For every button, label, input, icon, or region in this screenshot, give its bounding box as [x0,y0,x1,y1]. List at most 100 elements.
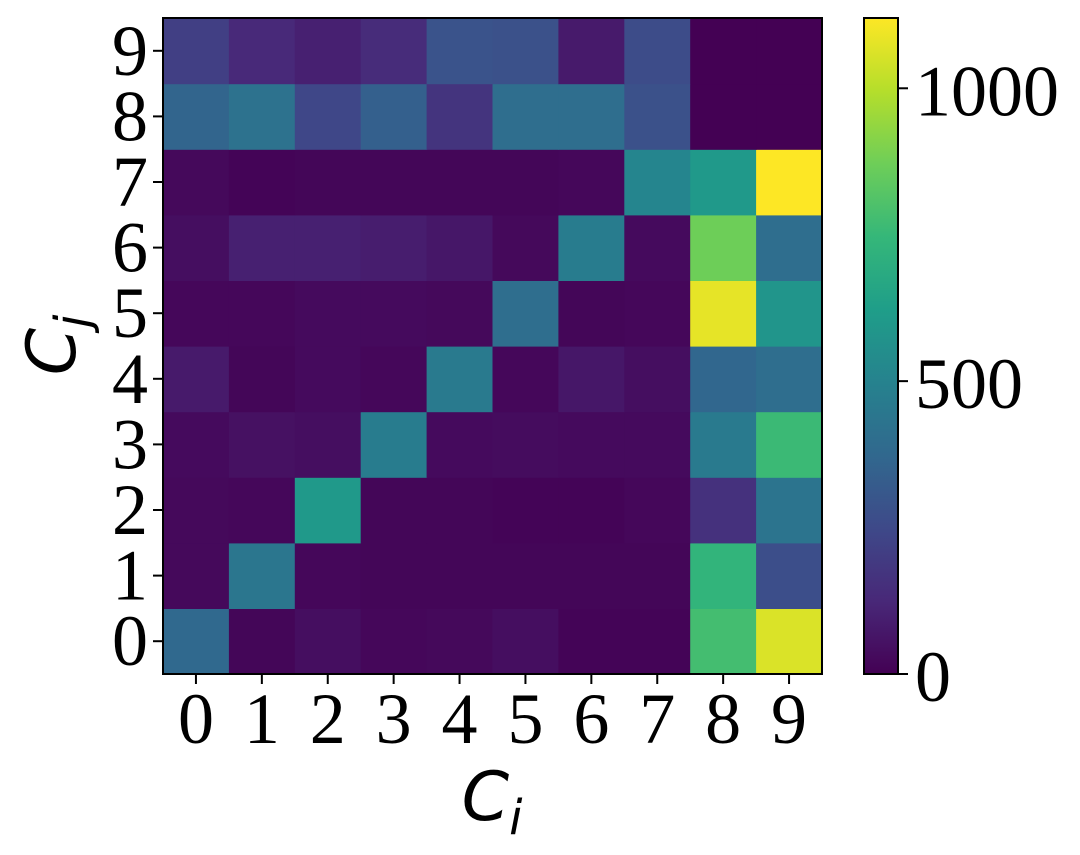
y-axis-label: Cj [13,314,101,375]
heatmap-cell-r7-c2 [294,149,362,216]
heatmap-cell-r5-c0 [163,280,230,347]
x-tick-label: 6 [573,679,609,759]
heatmap-cell-r3-c3 [360,411,428,478]
heatmap-cell-r4-c7 [624,346,691,413]
heatmap-cell-r9-c4 [426,18,494,85]
heatmap-cell-r4-c3 [360,346,428,413]
y-tick-label: 2 [112,470,148,550]
heatmap-cell-r5-c4 [426,280,494,347]
heatmap-cell-r5-c1 [228,280,296,347]
x-tick-label: 0 [178,679,214,759]
heatmap-cell-r6-c2 [294,214,362,281]
heatmap-cell-r1-c2 [294,542,362,609]
heatmap-cell-r1-c5 [492,542,559,609]
colorbar-tick-label: 0 [915,637,951,717]
x-tick-label: 1 [244,679,280,759]
heatmap-cell-r9-c0 [163,18,230,85]
y-tick-label: 5 [112,273,148,353]
x-tick-label: 4 [442,679,478,759]
heatmap-cell-r3-c6 [558,411,625,478]
heatmap-cell-r2-c7 [624,477,691,544]
heatmap-cell-r3-c8 [690,411,757,478]
heatmap-cell-r3-c0 [163,411,230,478]
heatmap-cell-r7-c0 [163,149,230,216]
heatmap-cell-r2-c5 [492,477,559,544]
x-tick-label: 7 [639,679,675,759]
heatmap-cells [163,18,823,675]
colorbar [863,17,899,675]
heatmap-cell-r4-c6 [558,346,625,413]
heatmap-cell-r7-c7 [624,149,691,216]
y-tick-label: 4 [112,339,148,419]
heatmap-cell-r5-c8 [690,280,757,347]
heatmap-cell-r0-c3 [360,608,428,675]
heatmap-cell-r9-c6 [558,18,625,85]
heatmap-cell-r8-c0 [163,83,230,150]
heatmap-cell-r3-c1 [228,411,296,478]
heatmap-cell-r8-c7 [624,83,691,150]
heatmap-cell-r0-c6 [558,608,625,675]
heatmap-cell-r9-c8 [690,18,757,85]
heatmap-cell-r0-c1 [228,608,296,675]
heatmap-cell-r6-c3 [360,214,428,281]
heatmap-cell-r5-c5 [492,280,559,347]
y-axis-label-main: C [13,327,92,375]
heatmap-cell-r4-c9 [756,346,823,413]
heatmap-cell-r7-c5 [492,149,559,216]
heatmap-cell-r1-c3 [360,542,428,609]
heatmap-cell-r9-c5 [492,18,559,85]
y-tick-label: 9 [112,11,148,91]
y-tick-label: 1 [112,536,148,616]
heatmap-cell-r8-c9 [756,83,823,150]
heatmap-cell-r1-c1 [228,542,296,609]
heatmap-cell-r6-c9 [756,214,823,281]
heatmap-cell-r8-c3 [360,83,428,150]
heatmap-cell-r8-c6 [558,83,625,150]
heatmap-cell-r3-c7 [624,411,691,478]
heatmap-cell-r8-c2 [294,83,362,150]
x-axis-label: Ci [462,758,523,846]
heatmap-cell-r9-c1 [228,18,296,85]
heatmap-cell-r4-c0 [163,346,230,413]
heatmap-cell-r2-c9 [756,477,823,544]
heatmap-cell-r4-c8 [690,346,757,413]
heatmap-cell-r1-c0 [163,542,230,609]
heatmap-cell-r0-c5 [492,608,559,675]
heatmap-cell-r7-c6 [558,149,625,216]
heatmap-cell-r1-c7 [624,542,691,609]
heatmap-cell-r7-c4 [426,149,494,216]
heatmap-cell-r3-c4 [426,411,494,478]
heatmap-cell-r8-c1 [228,83,296,150]
heatmap-cell-r1-c6 [558,542,625,609]
heatmap-cell-r8-c4 [426,83,494,150]
heatmap-cell-r9-c7 [624,18,691,85]
colorbar-tick-label: 500 [915,344,1023,424]
heatmap-cell-r2-c0 [163,477,230,544]
heatmap-cell-r7-c8 [690,149,757,216]
heatmap-cell-r6-c1 [228,214,296,281]
heatmap-cell-r0-c4 [426,608,494,675]
heatmap-cell-r7-c3 [360,149,428,216]
heatmap-cell-r9-c9 [756,18,823,85]
heatmap-cell-r0-c8 [690,608,757,675]
heatmap-cell-r5-c9 [756,280,823,347]
heatmap-cell-r2-c1 [228,477,296,544]
heatmap-cell-r8-c8 [690,83,757,150]
heatmap-cell-r4-c4 [426,346,494,413]
heatmap-cell-r9-c2 [294,18,362,85]
x-tick-label: 5 [507,679,543,759]
heatmap-cell-r2-c2 [294,477,362,544]
y-tick-label: 8 [112,76,148,156]
heatmap-cell-r1-c4 [426,542,494,609]
heatmap-cell-r0-c7 [624,608,691,675]
plot-frame [162,17,823,675]
heatmap-cell-r2-c6 [558,477,625,544]
heatmap-cell-r3-c9 [756,411,823,478]
heatmap-cell-r6-c7 [624,214,691,281]
colorbar-tick-label: 1000 [915,51,1059,131]
heatmap-cell-r8-c5 [492,83,559,150]
x-axis-label-subscript: i [509,790,523,846]
